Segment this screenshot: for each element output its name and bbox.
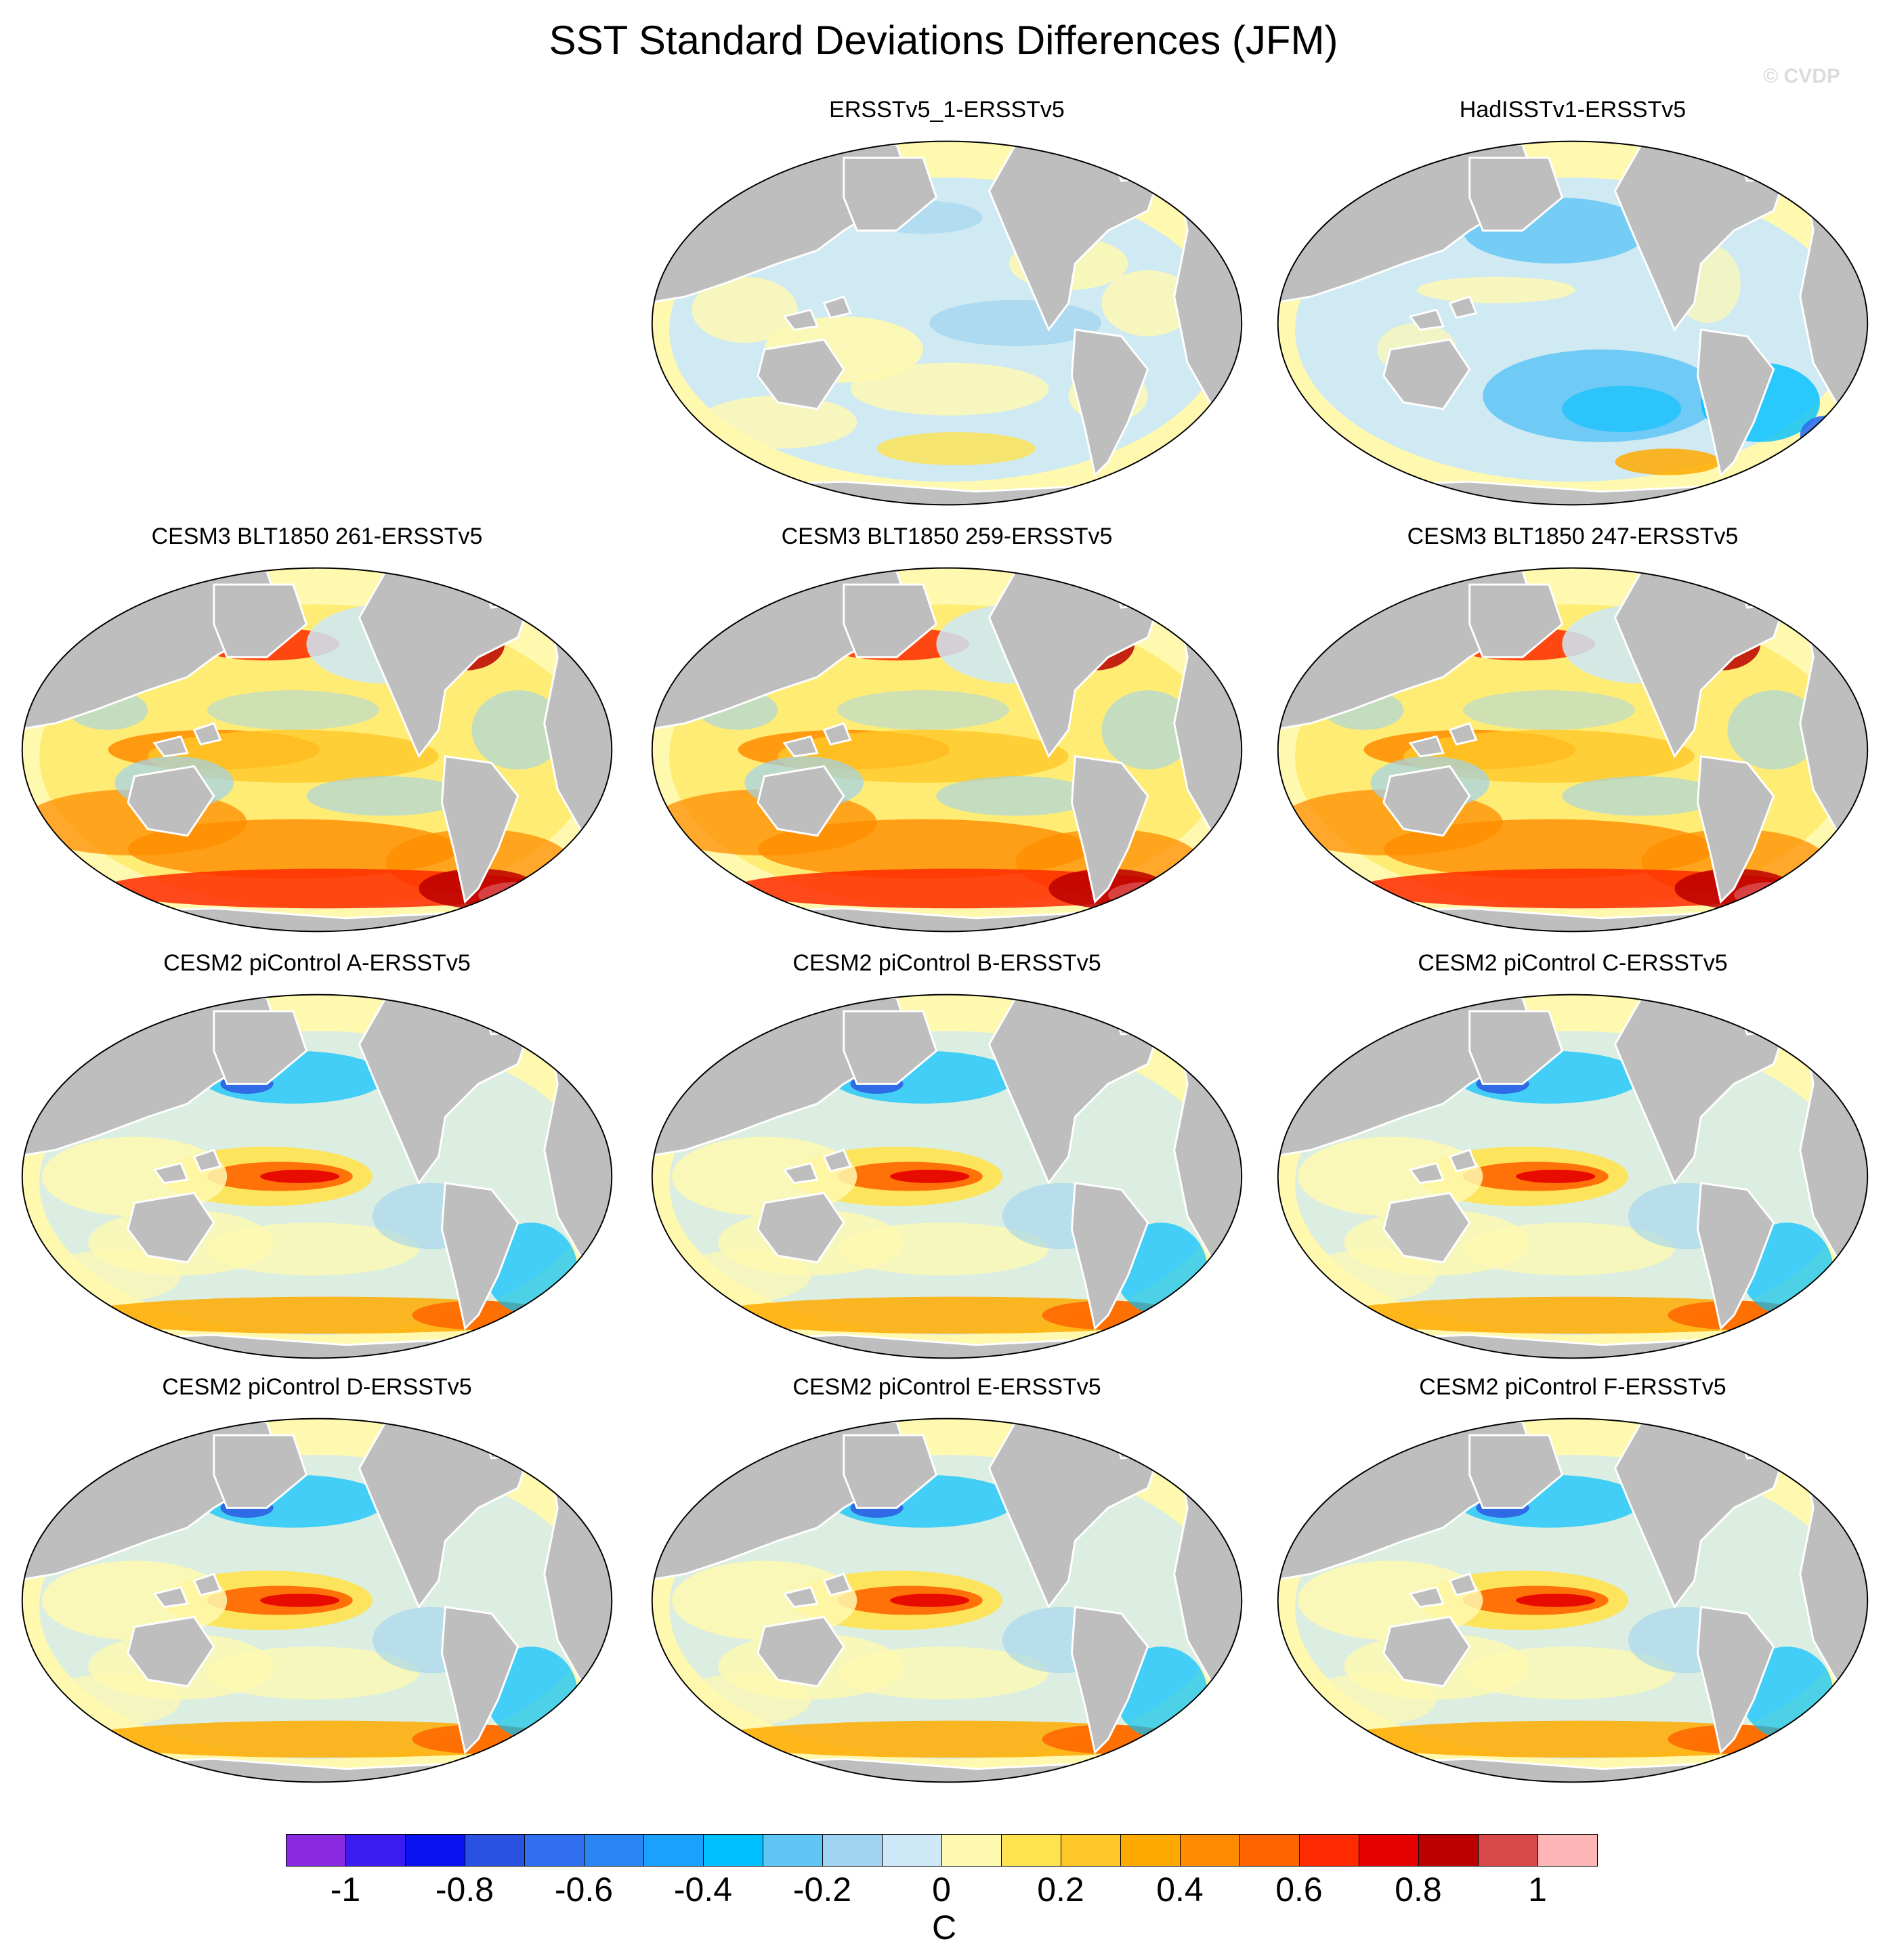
colorbar-swatch xyxy=(941,1834,1002,1867)
robinson-map xyxy=(651,1418,1243,1783)
cvdp-watermark: © CVDP xyxy=(1763,65,1840,87)
colorbar-swatch xyxy=(1180,1834,1240,1867)
colorbar-tick-label: 0.6 xyxy=(1275,1871,1323,1909)
colorbar-swatch xyxy=(1359,1834,1419,1867)
panel-title: CESM2 piControl F-ERSSTv5 xyxy=(1419,1374,1726,1400)
map-panel: CESM3 BLT1850 261-ERSSTv5 xyxy=(8,521,626,941)
colorbar-tick-label: -0.2 xyxy=(792,1871,852,1909)
panel-title: HadISSTv1-ERSSTv5 xyxy=(1459,97,1687,123)
map-panel: CESM2 piControl D-ERSSTv5 xyxy=(8,1372,626,1792)
colorbar-tick-label: -1 xyxy=(330,1871,361,1909)
colorbar-swatch xyxy=(1061,1834,1121,1867)
panel-title: CESM2 piControl A-ERSSTv5 xyxy=(163,950,471,976)
map-field xyxy=(652,568,1242,932)
robinson-map xyxy=(651,567,1243,933)
robinson-map xyxy=(1277,140,1869,506)
colorbar-swatch xyxy=(882,1834,942,1867)
map-panel: CESM2 piControl B-ERSSTv5 xyxy=(638,948,1256,1368)
colorbar-swatch xyxy=(405,1834,465,1867)
panel-title: CESM2 piControl D-ERSSTv5 xyxy=(162,1374,472,1400)
figure-title: SST Standard Deviations Differences (JFM… xyxy=(549,18,1338,63)
map-field xyxy=(652,1418,1242,1783)
colorbar-swatch xyxy=(822,1834,883,1867)
map-panel: HadISSTv1-ERSSTv5 xyxy=(1264,95,1882,515)
colorbar-units: C xyxy=(931,1909,957,1946)
colorbar-swatch xyxy=(1538,1834,1598,1867)
colorbar-swatch xyxy=(1001,1834,1061,1867)
map-panel: ERSSTv5_1-ERSSTv5 xyxy=(638,95,1256,515)
colorbar-tick-label: 0.4 xyxy=(1156,1871,1204,1909)
panel-title: CESM2 piControl E-ERSSTv5 xyxy=(792,1374,1101,1400)
panel-title: CESM3 BLT1850 259-ERSSTv5 xyxy=(781,524,1113,549)
colorbar-swatch xyxy=(1478,1834,1538,1867)
panel-title: CESM2 piControl C-ERSSTv5 xyxy=(1418,950,1728,976)
map-field xyxy=(1277,141,1868,505)
robinson-map xyxy=(651,140,1243,506)
robinson-map xyxy=(21,567,613,933)
colorbar-tick-label: -0.8 xyxy=(435,1871,494,1909)
map-field xyxy=(652,141,1242,505)
map-field xyxy=(22,568,612,932)
colorbar-tick-label: -0.6 xyxy=(554,1871,614,1909)
colorbar-swatch xyxy=(763,1834,823,1867)
map-panel: CESM2 piControl C-ERSSTv5 xyxy=(1264,948,1882,1368)
colorbar-tick-label: 0.8 xyxy=(1395,1871,1442,1909)
map-panel: CESM2 piControl F-ERSSTv5 xyxy=(1264,1372,1882,1792)
colorbar-swatch xyxy=(703,1834,763,1867)
colorbar-swatch xyxy=(1239,1834,1300,1867)
robinson-map xyxy=(1277,567,1869,933)
panel-title: ERSSTv5_1-ERSSTv5 xyxy=(829,97,1065,123)
map-panel: CESM2 piControl E-ERSSTv5 xyxy=(638,1372,1256,1792)
map-panel: CESM3 BLT1850 259-ERSSTv5 xyxy=(638,521,1256,941)
panel-title: CESM2 piControl B-ERSSTv5 xyxy=(792,950,1101,976)
panel-title: CESM3 BLT1850 247-ERSSTv5 xyxy=(1407,524,1739,549)
panel-title: CESM3 BLT1850 261-ERSSTv5 xyxy=(151,524,483,549)
colorbar-tick-label: 0 xyxy=(932,1871,951,1909)
map-panel: CESM2 piControl A-ERSSTv5 xyxy=(8,948,626,1368)
colorbar-swatch xyxy=(1418,1834,1479,1867)
colorbar xyxy=(286,1834,1598,1867)
robinson-map xyxy=(21,1418,613,1783)
robinson-map xyxy=(651,994,1243,1359)
colorbar-swatch xyxy=(286,1834,346,1867)
map-field xyxy=(22,1418,612,1783)
robinson-map xyxy=(1277,1418,1869,1783)
colorbar-swatch xyxy=(465,1834,525,1867)
colorbar-tick-label: 1 xyxy=(1528,1871,1547,1909)
colorbar-swatch xyxy=(1120,1834,1181,1867)
map-field xyxy=(1277,1418,1868,1783)
map-field xyxy=(652,994,1242,1359)
colorbar-swatch xyxy=(524,1834,585,1867)
colorbar-swatch xyxy=(584,1834,644,1867)
robinson-map xyxy=(21,994,613,1359)
colorbar-tick-label: 0.2 xyxy=(1037,1871,1084,1909)
map-field xyxy=(22,994,612,1359)
colorbar-tick-label: -0.4 xyxy=(673,1871,733,1909)
map-field xyxy=(1277,994,1868,1359)
map-panel: CESM3 BLT1850 247-ERSSTv5 xyxy=(1264,521,1882,941)
colorbar-swatch xyxy=(345,1834,406,1867)
map-field xyxy=(1277,568,1868,932)
robinson-map xyxy=(1277,994,1869,1359)
colorbar-swatch xyxy=(1299,1834,1359,1867)
colorbar-swatch xyxy=(643,1834,704,1867)
